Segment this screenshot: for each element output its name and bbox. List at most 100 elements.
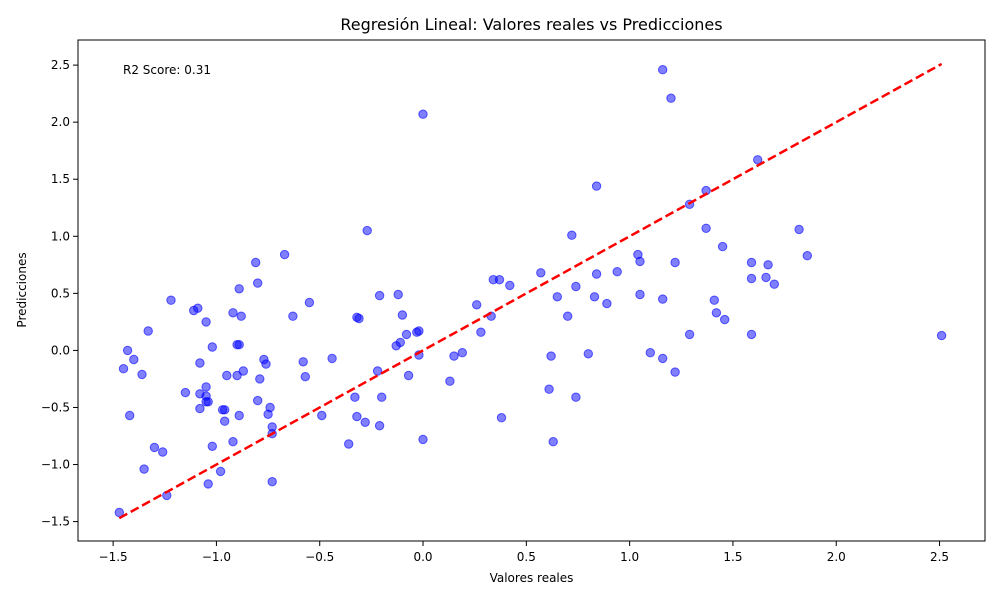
data-point [377, 392, 387, 402]
data-point [496, 413, 507, 423]
x-axis-ticks: −1.5 −1.0 −0.5 0.0 0.5 1.0 1.5 2.0 2.5 [99, 541, 949, 564]
x-tick-label: 0.5 [517, 550, 536, 564]
data-point [769, 279, 779, 289]
data-point [207, 441, 218, 451]
data-point [418, 109, 428, 119]
y-tick-label: 0.0 [51, 343, 70, 357]
data-point [761, 272, 771, 283]
data-point [645, 348, 655, 358]
data-point [195, 403, 205, 414]
data-point [544, 384, 554, 394]
data-point [552, 292, 562, 302]
data-point [300, 372, 310, 382]
data-point [589, 292, 600, 302]
data-point [567, 230, 577, 240]
data-point [288, 311, 298, 321]
data-point [203, 479, 213, 489]
data-point [263, 409, 273, 419]
data-point [122, 345, 133, 356]
data-point [571, 281, 581, 292]
x-axis-label: Valores reales [490, 571, 574, 585]
x-tick-label: 2.0 [827, 550, 846, 564]
data-point [261, 359, 271, 369]
data-point [189, 305, 199, 316]
data-point [232, 370, 242, 381]
data-point [215, 466, 226, 477]
data-point [612, 267, 622, 277]
data-point [304, 297, 315, 308]
data-point [746, 257, 757, 268]
data-point [397, 310, 408, 320]
data-point [670, 367, 680, 377]
data-point [684, 329, 695, 340]
data-point [137, 369, 147, 380]
data-point [255, 374, 265, 384]
regression-line [118, 62, 943, 520]
data-points [114, 65, 947, 518]
data-point [350, 392, 360, 402]
data-point [391, 341, 401, 351]
data-point [472, 300, 482, 310]
data-point [635, 256, 645, 267]
data-point [666, 93, 676, 103]
data-point [602, 298, 612, 309]
data-point [720, 314, 730, 325]
data-point [374, 421, 385, 431]
data-point [658, 294, 668, 304]
x-tick-label: −1.5 [99, 550, 128, 564]
y-axis-label: Predicciones [15, 252, 29, 327]
data-point [203, 397, 213, 407]
data-point [583, 349, 593, 359]
data-point [143, 326, 153, 336]
data-point [717, 241, 728, 252]
data-point [505, 280, 515, 291]
plot-frame [77, 39, 986, 542]
x-tick-label: 1.5 [723, 550, 742, 564]
data-point [591, 269, 602, 279]
data-point [166, 295, 176, 305]
x-tick-label: 2.5 [930, 550, 949, 564]
data-point [251, 257, 261, 268]
data-point [445, 376, 455, 386]
data-point [236, 311, 246, 321]
x-tick-label: 1.0 [620, 550, 639, 564]
y-tick-label: −1.0 [41, 458, 70, 472]
data-point [228, 437, 238, 447]
y-tick-label: 2.0 [51, 115, 70, 129]
data-point [234, 340, 244, 350]
data-point [794, 224, 804, 235]
data-point [372, 366, 383, 376]
data-point [125, 410, 135, 421]
data-point [414, 326, 424, 336]
data-point [207, 342, 218, 352]
data-point [476, 327, 486, 337]
data-point [936, 330, 947, 341]
data-point [298, 357, 308, 367]
data-point [195, 358, 205, 368]
data-point [129, 354, 139, 365]
data-point [701, 223, 711, 234]
data-point [746, 273, 757, 284]
data-point [253, 278, 263, 288]
y-tick-label: 2.5 [51, 58, 70, 72]
data-point [670, 257, 680, 268]
data-point [149, 442, 160, 453]
data-point [352, 411, 362, 422]
data-point [220, 416, 230, 426]
y-tick-label: −0.5 [41, 400, 70, 414]
data-point [158, 447, 168, 457]
data-point [658, 65, 668, 75]
data-point [228, 308, 238, 318]
data-point [548, 437, 558, 447]
data-point [403, 370, 414, 381]
chart-title: Regresión Lineal: Valores reales vs Pred… [340, 15, 722, 34]
data-point [457, 348, 467, 358]
data-point [635, 289, 645, 300]
data-point [802, 251, 812, 261]
data-point [279, 249, 290, 260]
y-tick-label: 0.5 [51, 286, 70, 300]
data-point [401, 329, 412, 340]
data-point [317, 410, 327, 421]
data-point [238, 366, 249, 376]
data-point [563, 311, 573, 321]
